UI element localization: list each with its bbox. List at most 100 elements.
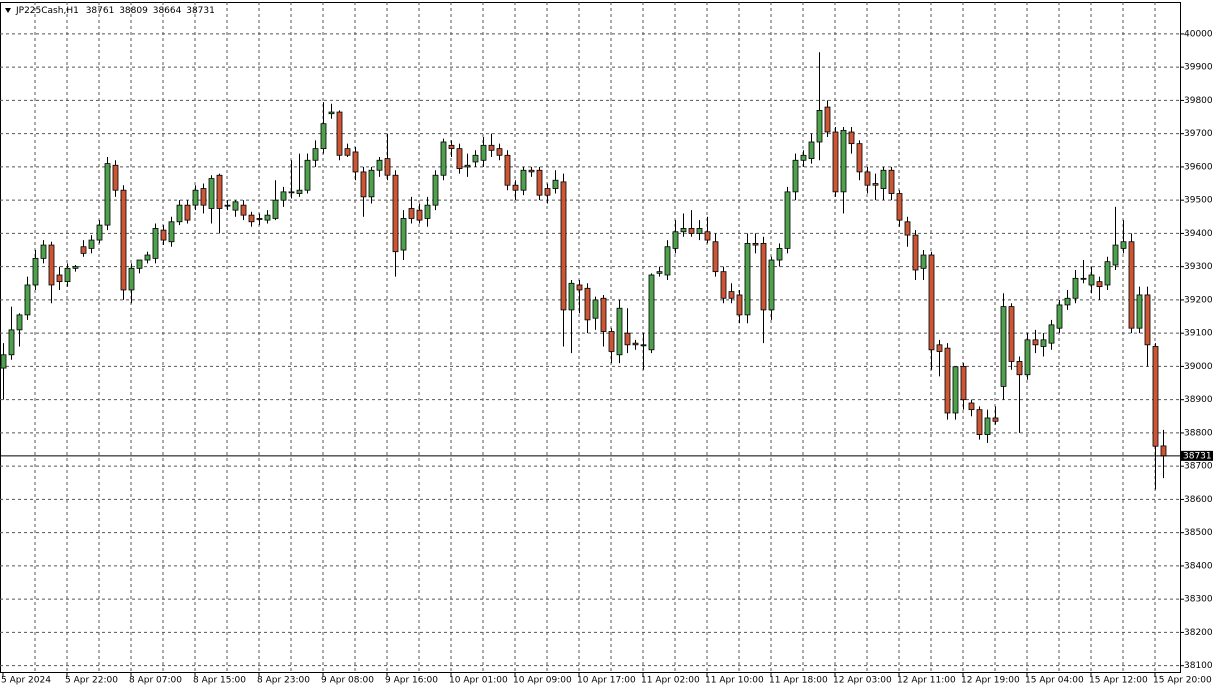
candle-body: [384, 158, 391, 176]
candle-body: [48, 244, 55, 286]
candle-body: [544, 188, 551, 196]
candle-body: [416, 209, 423, 221]
candle-body: [1112, 244, 1119, 266]
candle-body: [688, 228, 695, 234]
candle-body: [400, 218, 407, 251]
candle-body: [824, 106, 831, 133]
candle-body: [1064, 297, 1071, 306]
candle-body: [656, 271, 663, 274]
candle-body: [248, 214, 255, 223]
candle-body: [672, 231, 679, 249]
candle-body: [520, 169, 527, 191]
candle-body: [1008, 306, 1015, 362]
candle-body: [152, 228, 159, 259]
candle-body: [704, 231, 711, 241]
price-tag-label: 38731: [1183, 451, 1212, 461]
y-tick-label: 38700: [1184, 462, 1213, 472]
candle-body: [584, 287, 591, 321]
candle-body: [1000, 306, 1007, 387]
candle-body: [8, 329, 15, 356]
candle-body: [608, 331, 615, 352]
candle-body: [1024, 339, 1031, 376]
candle-body: [640, 344, 647, 347]
candle-body: [968, 402, 975, 411]
candle-body: [760, 242, 767, 311]
y-tick-label: 40000: [1184, 29, 1213, 39]
header-high: 38809: [119, 6, 148, 16]
x-tick-label: 15 Apr 04:00: [1025, 676, 1084, 686]
candle-body: [712, 241, 719, 273]
candle-body: [632, 342, 639, 346]
candle-body: [256, 218, 263, 220]
candle-body: [424, 204, 431, 219]
candle-body: [144, 254, 151, 261]
chart-header: JP225Cash,H1 38761 38809 38664 38731: [15, 6, 215, 16]
candle-body: [784, 191, 791, 249]
candle-body: [56, 274, 63, 283]
header-low: 38664: [153, 6, 182, 16]
candle-body: [992, 417, 999, 422]
y-tick-label: 39100: [1184, 329, 1213, 339]
candle-body: [1144, 294, 1151, 346]
candle-body: [832, 131, 839, 193]
candle-body: [336, 111, 343, 156]
candle-body: [376, 159, 383, 171]
y-tick-label: 38300: [1184, 595, 1213, 605]
candle-body: [88, 239, 95, 249]
candle-body: [32, 257, 39, 286]
candle-body: [16, 314, 23, 331]
candle-body: [808, 141, 815, 160]
candle-body: [648, 274, 655, 351]
menu-arrow[interactable]: [5, 8, 11, 13]
candle-body: [848, 131, 855, 145]
candle-body: [344, 148, 351, 156]
candle-body: [312, 148, 319, 161]
candle-body: [1080, 277, 1087, 280]
y-tick-label: 39500: [1184, 196, 1213, 206]
candle-body: [136, 259, 143, 269]
x-tick-label: 9 Apr 16:00: [385, 676, 438, 686]
x-tick-label: 8 Apr 07:00: [129, 676, 182, 686]
x-tick-label: 10 Apr 09:00: [513, 676, 572, 686]
candle-body: [352, 151, 359, 173]
candle-body: [320, 123, 327, 150]
header-open: 38761: [86, 6, 115, 16]
y-tick-label: 38100: [1184, 661, 1213, 671]
y-tick-label: 39200: [1184, 295, 1213, 305]
candle-body: [1128, 241, 1135, 329]
candle-body: [504, 154, 511, 186]
x-tick-label: 12 Apr 19:00: [961, 676, 1020, 686]
candle-body: [264, 214, 271, 221]
candle-body: [680, 228, 687, 233]
y-tick-label: 39700: [1184, 129, 1213, 139]
x-tick-label: 15 Apr 20:00: [1153, 676, 1212, 686]
candle-body: [328, 111, 335, 115]
candle-body: [960, 366, 967, 401]
symbol: JP225Cash,H1: [15, 6, 79, 16]
candle-body: [936, 344, 943, 352]
candle-body: [696, 228, 703, 234]
candle-body: [1040, 339, 1047, 347]
candle-body: [664, 246, 671, 276]
candle-body: [864, 171, 871, 186]
candle-body: [536, 169, 543, 196]
candle-body: [280, 191, 287, 201]
candle-body: [792, 159, 799, 193]
x-tick-label: 5 Apr 22:00: [65, 676, 118, 686]
x-tick-label: 11 Apr 02:00: [641, 676, 700, 686]
candle-body: [600, 297, 607, 332]
candle-body: [208, 178, 215, 209]
candle-body: [728, 291, 735, 299]
candle-body: [896, 193, 903, 221]
candle-body: [976, 409, 983, 435]
candle-body: [768, 259, 775, 311]
candle-body: [408, 208, 415, 219]
candle-body: [1120, 241, 1127, 249]
candle-body: [984, 417, 991, 435]
candle-body: [928, 254, 935, 351]
candle-body: [64, 267, 71, 283]
candle-body: [944, 347, 951, 414]
y-tick-label: 38500: [1184, 528, 1213, 538]
candle-body: [120, 189, 127, 291]
